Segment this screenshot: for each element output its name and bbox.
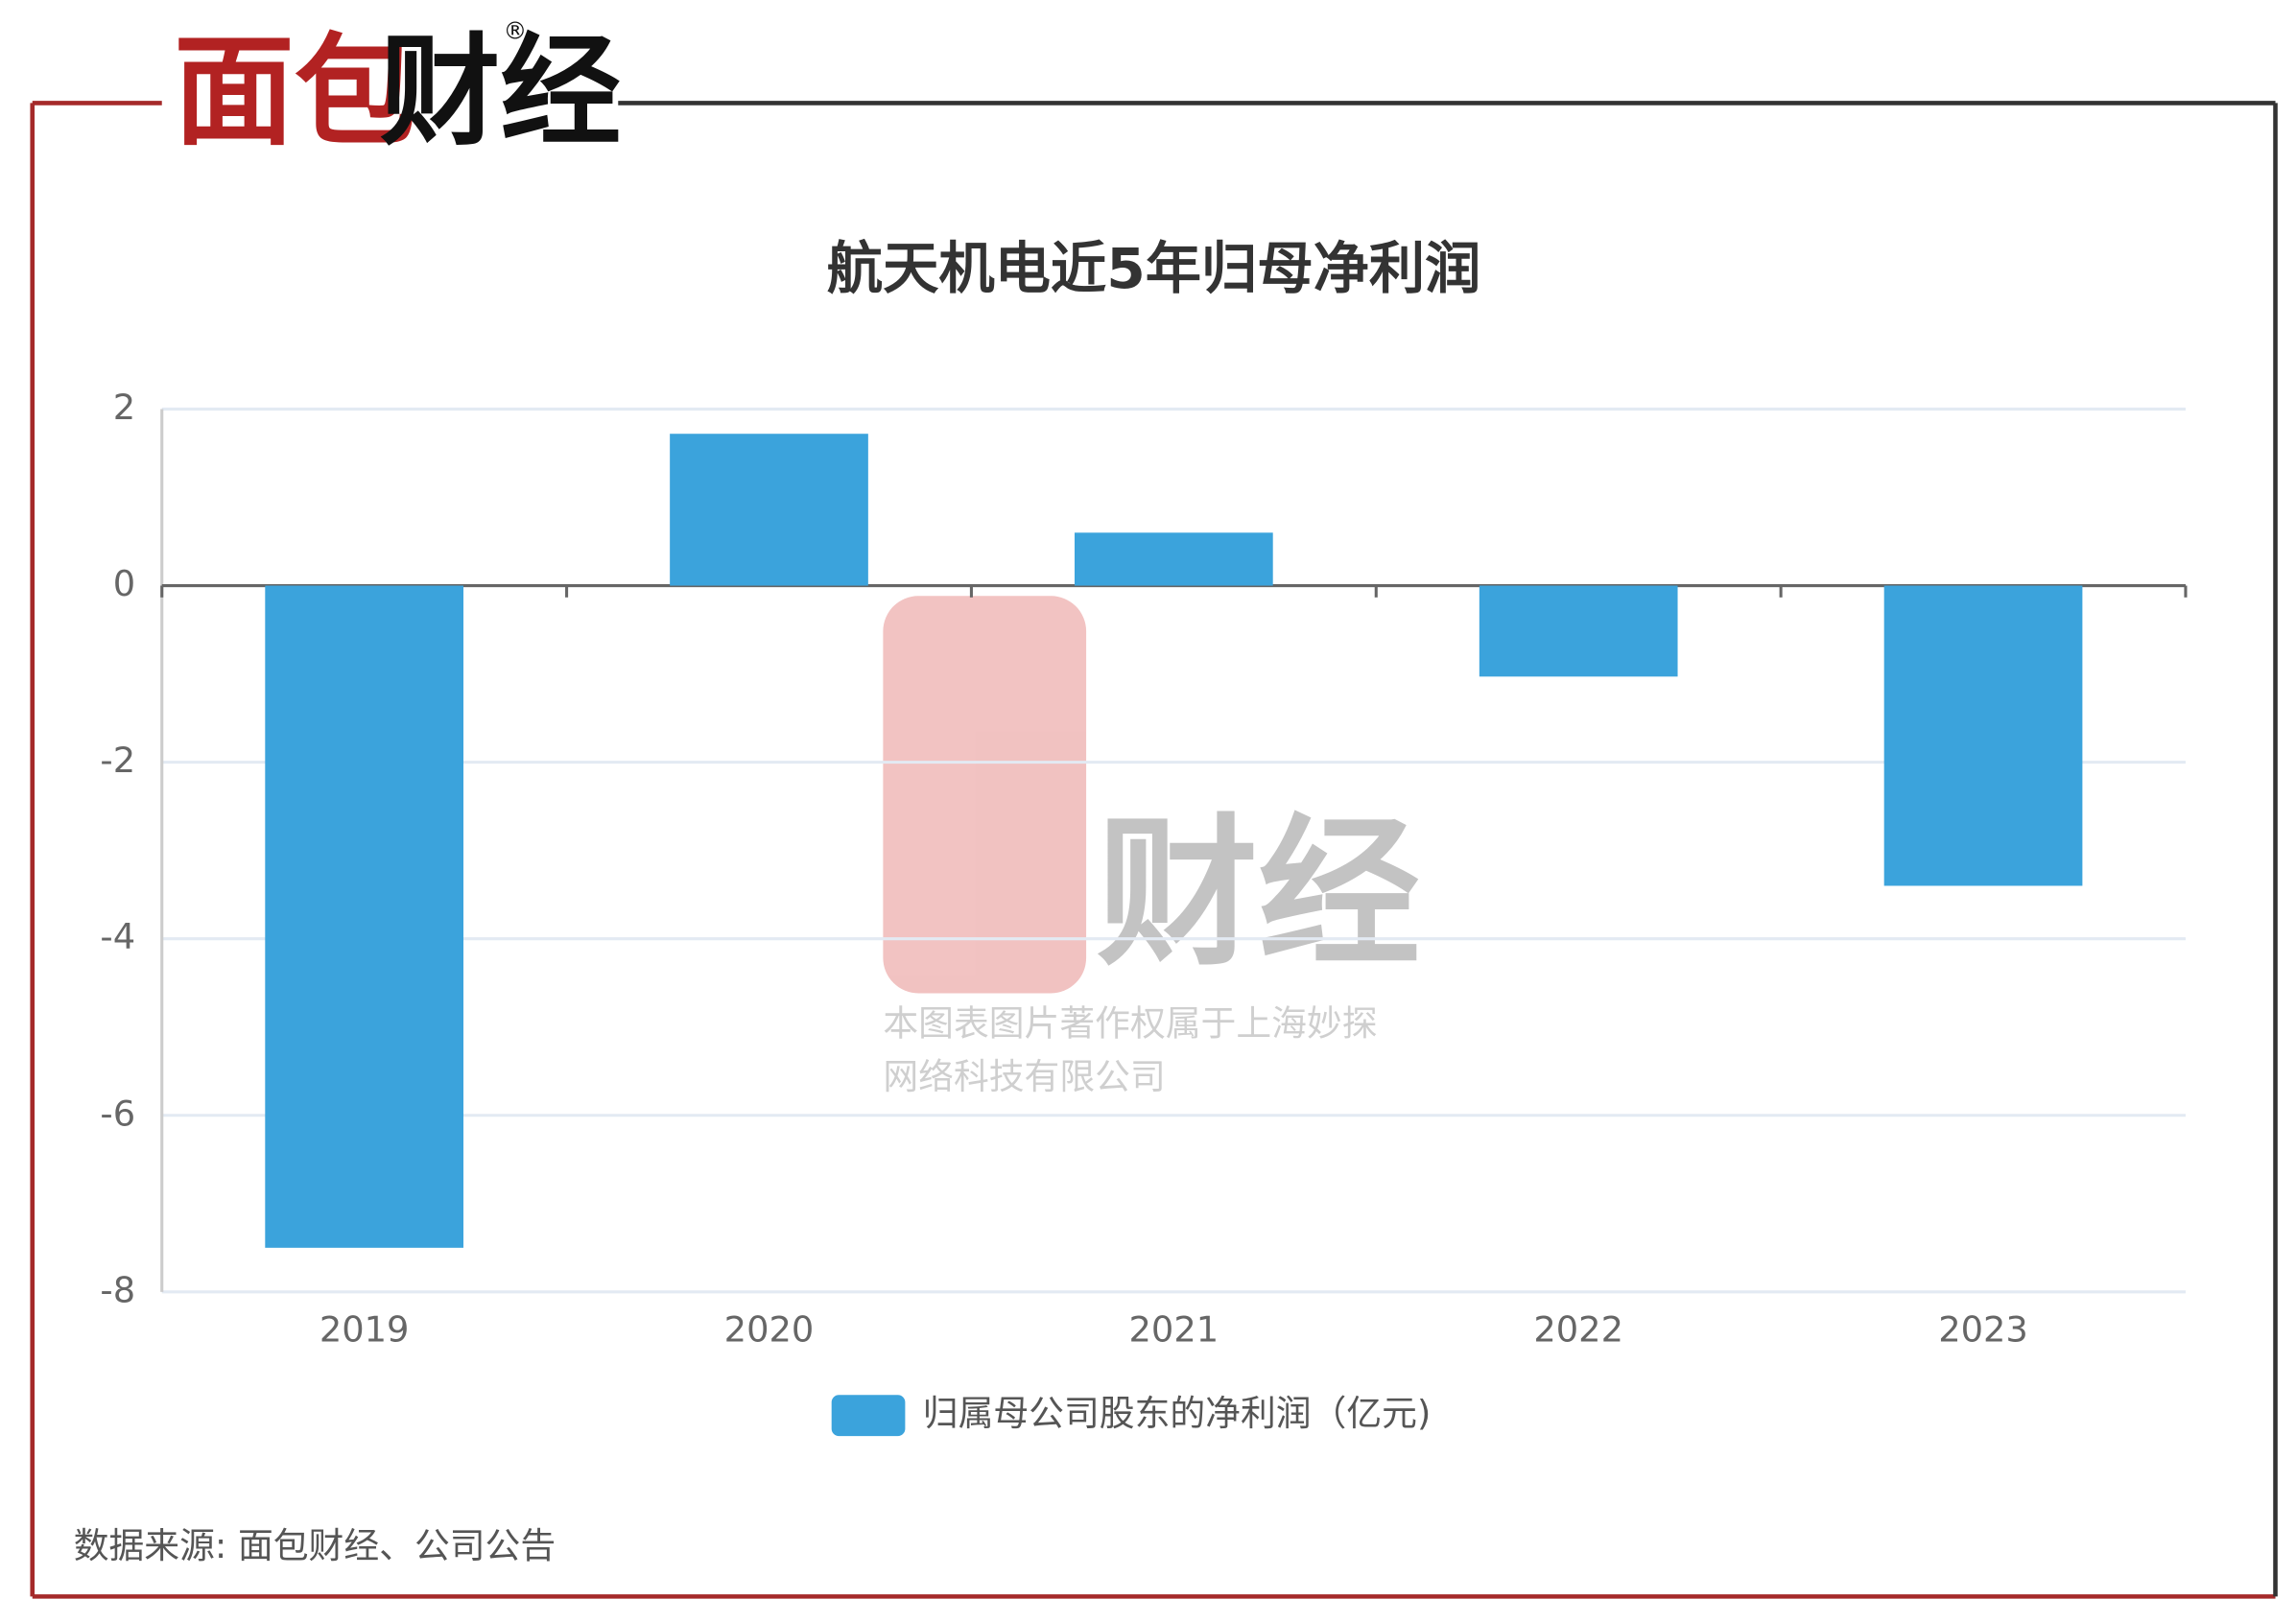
legend-label: 归属母公司股东的净利润（亿元)	[923, 1393, 1432, 1434]
logo-mark: ®	[504, 17, 528, 45]
bar	[670, 434, 868, 586]
x-tick-label: 2019	[320, 1309, 410, 1351]
y-tick-label: -8	[100, 1269, 135, 1310]
watermark-text: 网络科技有限公司	[883, 1056, 1165, 1097]
y-tick-label: -2	[100, 740, 135, 781]
y-tick-label: -4	[100, 916, 135, 957]
watermark-text: 本图表图片著作权属于上海妙探	[883, 1003, 1377, 1045]
watermark-logo	[883, 596, 1087, 994]
bar	[1479, 585, 1678, 677]
bar	[1883, 585, 2083, 886]
legend-swatch	[831, 1395, 906, 1437]
y-tick-label: 0	[113, 563, 135, 604]
watermark: 财经 本图表图片著作权属于上海妙探 网络科技有限公司	[883, 596, 1420, 1097]
bar	[1074, 532, 1273, 586]
x-tick-label: 2023	[1938, 1309, 2028, 1351]
logo: 面包	[174, 21, 415, 162]
y-tick-label: 2	[113, 387, 135, 428]
x-tick-label: 2021	[1129, 1309, 1219, 1351]
watermark-logo: 财经	[1097, 799, 1420, 988]
bar	[265, 585, 464, 1248]
y-tick-label: -6	[100, 1093, 135, 1134]
x-tick-label: 2020	[724, 1309, 815, 1351]
source: 数据来源: 面包财经、公司公告	[74, 1525, 556, 1566]
chart-title: 航天机电近5年归母净利润	[827, 236, 1481, 301]
logo: 财经	[380, 21, 622, 162]
x-tick-label: 2022	[1533, 1309, 1623, 1351]
